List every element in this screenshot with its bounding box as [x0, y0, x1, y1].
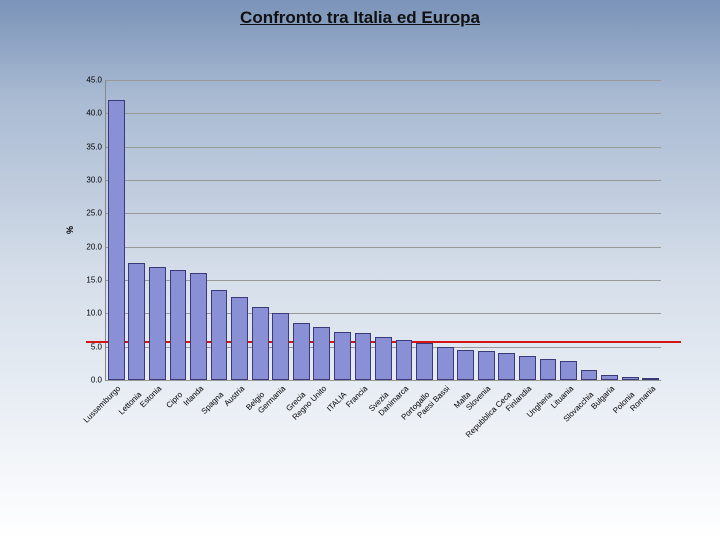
grid-line: [106, 113, 661, 114]
bar: [231, 297, 248, 380]
y-tick-label: 40.0: [86, 109, 106, 118]
bar: [170, 270, 187, 380]
grid-line: [106, 213, 661, 214]
y-tick-label: 5.0: [91, 342, 106, 351]
bar: [108, 100, 125, 380]
grid-line: [106, 247, 661, 248]
y-tick-label: 0.0: [91, 376, 106, 385]
bar: [128, 263, 145, 380]
y-tick-label: 10.0: [86, 309, 106, 318]
bar: [519, 356, 536, 380]
bar: [437, 347, 454, 380]
grid-line: [106, 380, 661, 381]
bar: [457, 350, 474, 380]
bar: [293, 323, 310, 380]
y-tick-label: 45.0: [86, 76, 106, 85]
slide-root: Confronto tra Italia ed Europa % 0.05.01…: [0, 0, 720, 540]
grid-line: [106, 80, 661, 81]
bar: [190, 273, 207, 380]
y-tick-label: 15.0: [86, 276, 106, 285]
y-axis-label: %: [65, 226, 75, 234]
grid-line: [106, 180, 661, 181]
bar: [396, 340, 413, 380]
page-title: Confronto tra Italia ed Europa: [0, 8, 720, 28]
bar: [540, 359, 557, 380]
y-tick-label: 30.0: [86, 176, 106, 185]
bar: [581, 370, 598, 380]
bar: [334, 332, 351, 380]
bar: [355, 333, 372, 380]
bar: [560, 361, 577, 380]
bar: [375, 337, 392, 380]
bar: [211, 290, 228, 380]
y-tick-label: 20.0: [86, 242, 106, 251]
y-tick-label: 35.0: [86, 142, 106, 151]
bar: [149, 267, 166, 380]
bar: [478, 351, 495, 380]
plot-area: % 0.05.010.015.020.025.030.035.040.045.0…: [105, 80, 661, 381]
bar: [272, 313, 289, 380]
bar: [601, 375, 618, 380]
bar: [416, 343, 433, 380]
bar: [313, 327, 330, 380]
bar: [622, 377, 639, 380]
bar: [642, 378, 659, 380]
grid-line: [106, 147, 661, 148]
bar: [252, 307, 269, 380]
bar: [498, 353, 515, 380]
y-tick-label: 25.0: [86, 209, 106, 218]
